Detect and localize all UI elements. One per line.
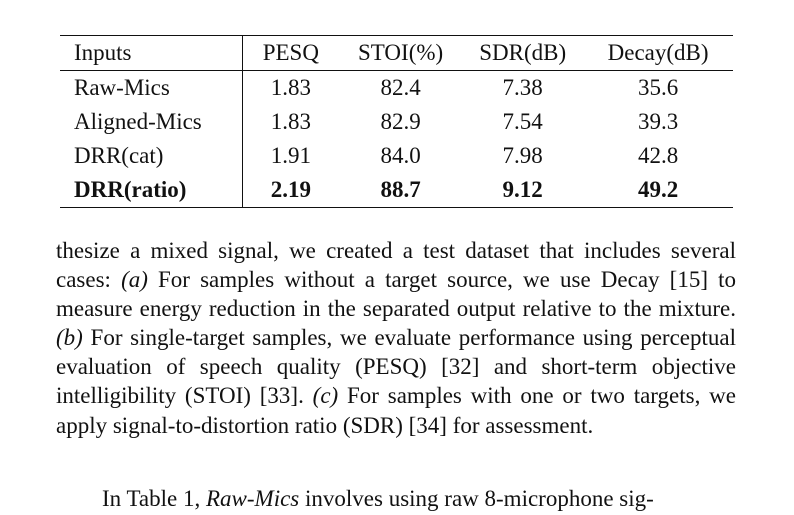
cell-sdr: 9.12 xyxy=(502,177,543,202)
table-row-best: DRR(ratio) 2.19 88.7 9.12 49.2 xyxy=(60,173,733,208)
results-table: Inputs PESQ STOI(%) SDR(dB) Decay(dB) Ra… xyxy=(60,35,733,208)
cell-pesq: 1.91 xyxy=(270,143,311,168)
cell-decay: 35.6 xyxy=(637,75,679,100)
case-marker-c: (c) xyxy=(312,383,339,409)
header-sdr: SDR(dB) xyxy=(479,40,567,65)
body-paragraph: In Table 1, Raw-Mics involves using raw … xyxy=(56,484,736,513)
cell-pesq: 1.83 xyxy=(270,109,311,134)
cell-stoi: 82.9 xyxy=(380,109,421,134)
table-row: DRR(cat) 1.91 84.0 7.98 42.8 xyxy=(60,139,733,173)
text-span: involves using raw 8-microphone sig- xyxy=(299,486,654,511)
cell-stoi: 88.7 xyxy=(380,177,421,202)
header-pesq: PESQ xyxy=(262,40,319,65)
cell-stoi: 82.4 xyxy=(380,75,421,100)
cell-input: Raw-Mics xyxy=(60,70,243,105)
cell-input: DRR(ratio) xyxy=(60,173,243,208)
cell-sdr: 7.54 xyxy=(502,109,543,134)
cell-pesq: 1.83 xyxy=(270,75,311,100)
cell-decay: 39.3 xyxy=(637,109,679,134)
text-span: In Table 1, xyxy=(102,486,206,511)
cell-input: DRR(cat) xyxy=(60,139,243,173)
header-inputs: Inputs xyxy=(60,35,243,71)
case-marker-a: (a) xyxy=(121,267,148,293)
cell-decay: 42.8 xyxy=(637,143,679,168)
text-span: For samples without a target source, we … xyxy=(56,267,737,322)
text-span: For single-target samples, we evaluate p… xyxy=(56,325,736,409)
body-paragraph: thesize a mixed signal, we created a tes… xyxy=(56,236,736,440)
header-decay: Decay(dB) xyxy=(607,40,709,65)
text-span: For samples with one or two targets, we … xyxy=(56,383,736,438)
table-row: Aligned-Mics 1.83 82.9 7.54 39.3 xyxy=(60,105,733,139)
header-stoi: STOI(%) xyxy=(358,40,444,65)
cell-pesq: 2.19 xyxy=(270,177,311,202)
case-marker-b: (b) xyxy=(56,325,83,351)
cell-decay: 49.2 xyxy=(637,177,679,202)
text-span: thesize a mixed signal, we created a tes… xyxy=(56,238,736,293)
cell-sdr: 7.38 xyxy=(502,75,543,100)
table-row: Raw-Mics 1.83 82.4 7.38 35.6 xyxy=(60,70,733,105)
cell-sdr: 7.98 xyxy=(502,143,543,168)
cell-stoi: 84.0 xyxy=(380,143,421,168)
table-header-row: Inputs PESQ STOI(%) SDR(dB) Decay(dB) xyxy=(60,35,733,71)
emphasized-term: Raw-Mics xyxy=(206,486,300,511)
cell-input: Aligned-Mics xyxy=(60,105,243,139)
